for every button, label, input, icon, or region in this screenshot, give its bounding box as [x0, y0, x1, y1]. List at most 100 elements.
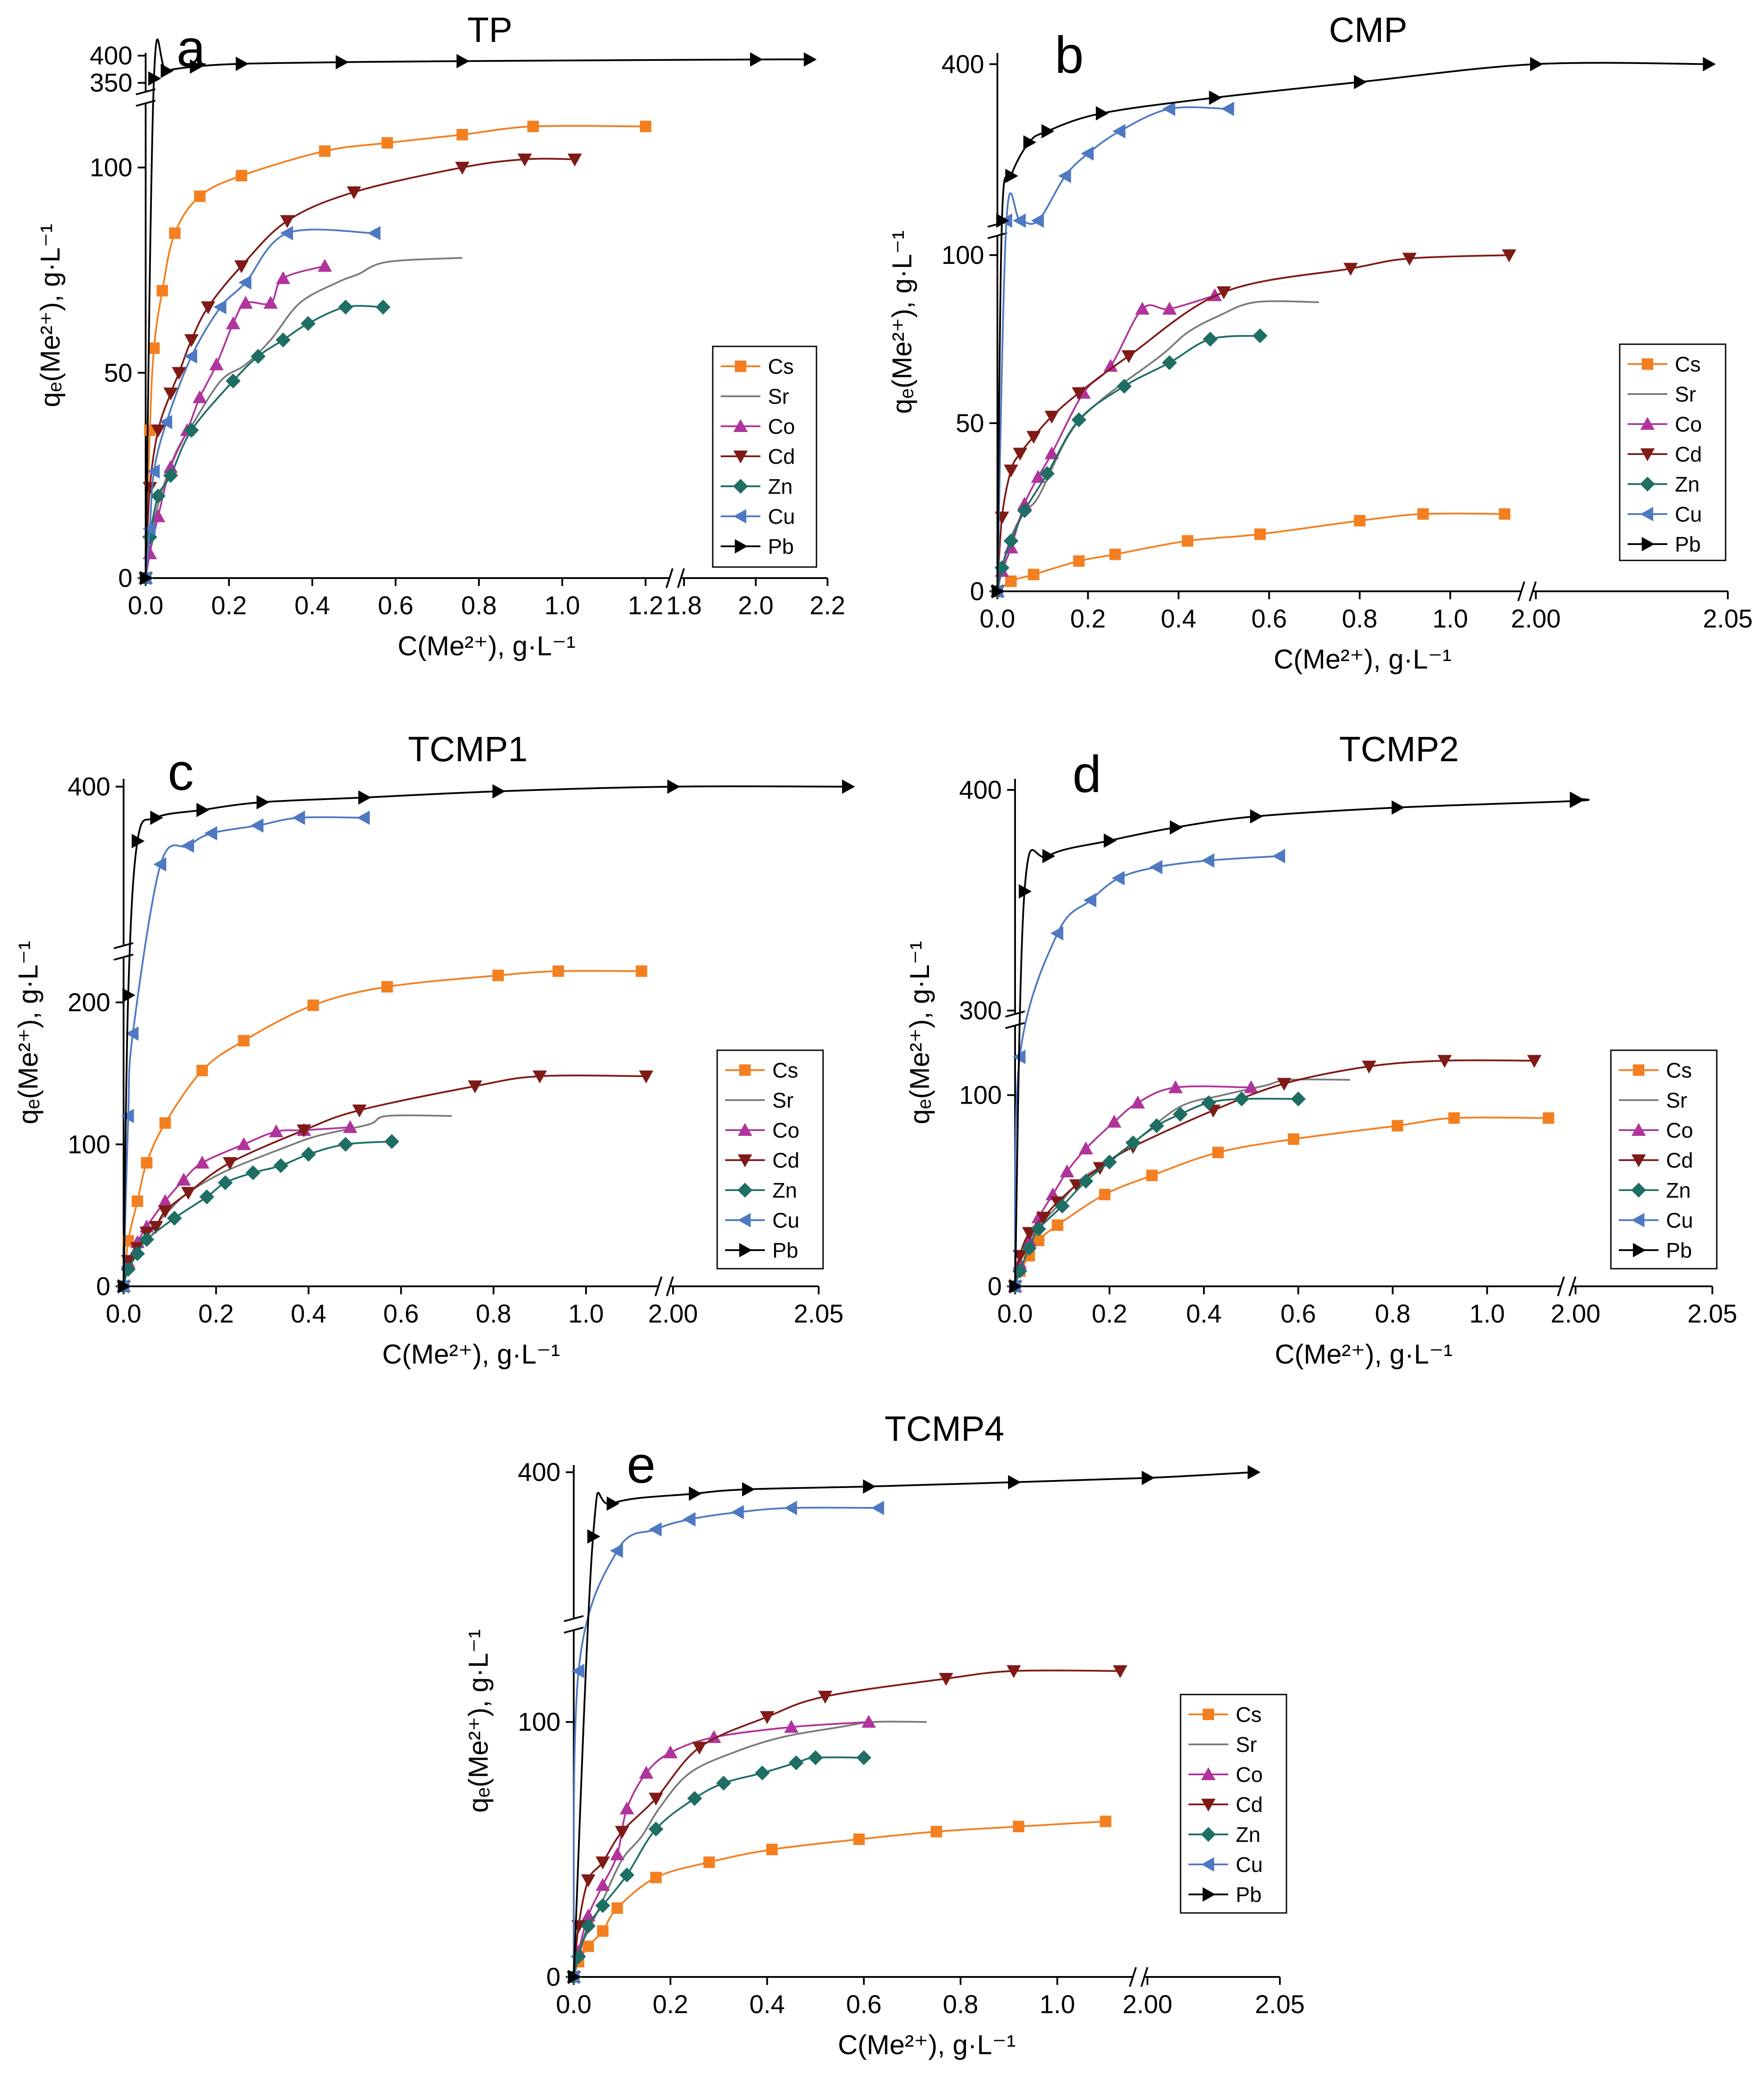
- x-tick-label: 1.0: [1039, 1990, 1075, 2019]
- data-point: [863, 1479, 876, 1494]
- legend-label: Co: [768, 415, 795, 439]
- data-point: [190, 59, 203, 74]
- data-point: [1004, 464, 1019, 477]
- data-point: [1044, 410, 1059, 424]
- data-point: [1142, 1470, 1155, 1485]
- data-point: [688, 1486, 702, 1501]
- x-tick-label: 2.0: [738, 591, 774, 620]
- legend-item: Zn: [721, 475, 793, 499]
- series-line: [145, 125, 646, 579]
- data-point: [1079, 1141, 1093, 1154]
- data-point: [141, 1157, 153, 1169]
- chart-title: TCMP1: [408, 729, 527, 769]
- data-point: [1170, 820, 1183, 835]
- y-tick-label: 300: [959, 996, 1002, 1025]
- data-point: [1162, 301, 1177, 315]
- x-tick-label: 0.8: [1375, 1300, 1410, 1328]
- data-point: [731, 1505, 744, 1520]
- data-point: [1392, 800, 1405, 815]
- data-point: [648, 1821, 664, 1837]
- x-tick-label: 0.2: [1070, 605, 1106, 633]
- y-tick-label: 0: [988, 1272, 1002, 1301]
- data-point: [1130, 1095, 1145, 1109]
- data-point: [163, 460, 178, 473]
- legend-label: Sr: [1675, 383, 1696, 406]
- legend-label: Cd: [1675, 443, 1702, 466]
- data-point: [663, 1745, 678, 1759]
- x-axis-title: C(Me²⁺), g·L⁻¹: [838, 2030, 1016, 2060]
- data-point: [871, 1500, 884, 1515]
- data-point: [595, 1878, 610, 1891]
- data-point: [196, 1064, 208, 1076]
- x-tick-label: 1.0: [545, 591, 580, 620]
- data-point: [1003, 533, 1019, 549]
- legend-label: Cu: [1666, 1209, 1693, 1233]
- x-tick-label: 0.8: [476, 1300, 512, 1328]
- data-point: [760, 1711, 775, 1724]
- data-point: [649, 1792, 663, 1806]
- legend-marker: [1201, 1799, 1216, 1812]
- legend-item: Cu: [1189, 1853, 1263, 1877]
- legend-marker: [737, 1183, 752, 1198]
- x-tick-label: 0.6: [378, 591, 414, 620]
- legend-item: Zn: [725, 1179, 797, 1202]
- legend-marker: [1631, 1123, 1646, 1136]
- data-point: [1109, 549, 1121, 560]
- x-axis-title: C(Me²⁺), g·L⁻¹: [1275, 1339, 1453, 1370]
- data-point: [194, 190, 206, 202]
- data-point: [996, 213, 1009, 228]
- data-point: [301, 316, 316, 331]
- data-point: [381, 981, 393, 993]
- data-point: [468, 1080, 482, 1093]
- x-tick-label: 0.2: [1092, 1300, 1128, 1328]
- series-line: [1014, 855, 1280, 1287]
- data-point: [1209, 90, 1222, 105]
- x-tick-label: 2.00: [1551, 1300, 1601, 1328]
- data-point: [158, 1205, 173, 1218]
- data-point: [842, 779, 855, 794]
- y-axis-title: qₑ(Me²⁺), g·L⁻¹: [13, 941, 44, 1124]
- legend-item: Cu: [1619, 1209, 1693, 1233]
- legend: Cs Sr Co Cd Zn Cu Pb: [716, 1049, 824, 1270]
- legend-label: Cs: [772, 1059, 798, 1082]
- data-point: [1354, 515, 1365, 526]
- data-point: [455, 162, 470, 175]
- data-point: [1031, 1221, 1046, 1236]
- data-point: [192, 390, 207, 403]
- x-axis-break: [666, 568, 685, 588]
- data-point: [1703, 57, 1716, 71]
- data-point: [1006, 1665, 1021, 1678]
- series-line: [145, 257, 463, 579]
- legend-box: [1619, 343, 1726, 561]
- data-point: [213, 300, 226, 315]
- data-point: [150, 810, 163, 825]
- legend-item: Sr: [725, 1089, 794, 1112]
- data-point: [381, 137, 393, 149]
- data-point: [1250, 809, 1263, 824]
- legend: Cs Sr Co Cd Zn Cu Pb: [712, 346, 817, 568]
- series-zn: [566, 1750, 872, 1984]
- data-point: [456, 129, 468, 141]
- legend-marker: [739, 1064, 751, 1076]
- y-tick-label: 100: [518, 1708, 560, 1736]
- y-axis-title: qₑ(Me²⁺), g·L⁻¹: [905, 941, 935, 1124]
- y-tick-label: 400: [959, 776, 1002, 804]
- data-point: [367, 226, 381, 240]
- legend-item: Zn: [1628, 473, 1700, 496]
- data-point: [682, 1512, 696, 1527]
- data-point: [930, 1826, 942, 1837]
- data-point: [716, 1775, 731, 1791]
- data-point: [527, 120, 539, 132]
- data-point: [1437, 1055, 1452, 1068]
- data-point: [195, 1155, 210, 1169]
- series-pb: [1009, 791, 1590, 1294]
- legend-marker: [733, 419, 748, 432]
- legend-marker: [1640, 448, 1655, 462]
- legend-item: Sr: [721, 385, 789, 409]
- legend-marker: [733, 479, 748, 494]
- legend-label: Pb: [768, 535, 794, 559]
- data-point: [1096, 106, 1109, 121]
- legend-label: Cd: [772, 1149, 799, 1172]
- data-point: [1073, 555, 1085, 567]
- legend-item: Zn: [1619, 1179, 1691, 1202]
